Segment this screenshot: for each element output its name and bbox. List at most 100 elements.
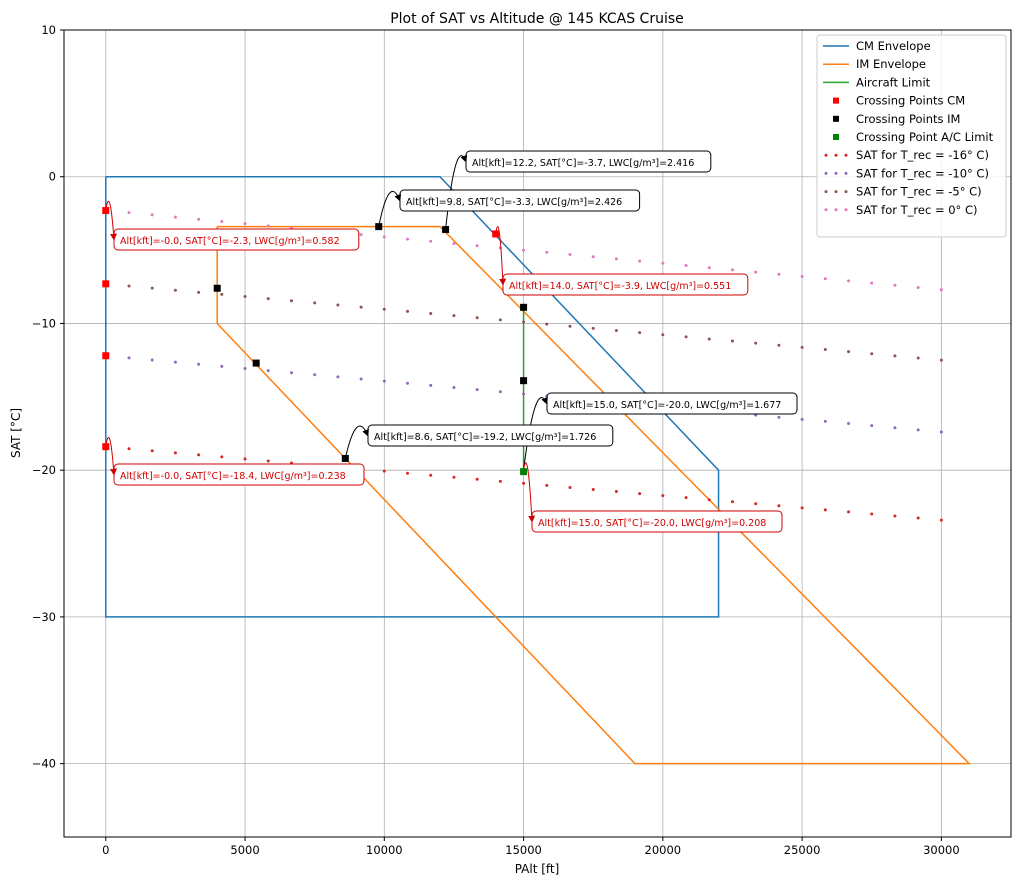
dotted-series-3-point <box>870 352 874 356</box>
dotted-series-4-point <box>475 244 479 248</box>
dotted-series-1-point <box>614 490 618 494</box>
dotted-series-3-point <box>429 312 433 316</box>
dotted-series-3-point <box>707 337 711 341</box>
dotted-series-3-point <box>777 343 781 347</box>
dotted-series-2-point <box>452 386 456 390</box>
dotted-series-1-point <box>475 477 479 481</box>
dotted-series-1-point <box>406 471 410 475</box>
annotation-1: Alt[kft]=12.2, SAT[°C]=-3.7, LWC[g/m³]=2… <box>445 150 712 230</box>
annotation-5: Alt[kft]=15.0, SAT[°C]=-20.0, LWC[g/m³]=… <box>523 392 798 471</box>
dotted-series-1-point <box>823 508 827 512</box>
crossing-point-2 <box>520 303 528 311</box>
legend-entry-label: SAT for T_rec = -10° C) <box>856 166 989 180</box>
crossing-point-1 <box>102 352 110 360</box>
x-tick-label: 20000 <box>645 843 682 857</box>
dotted-series-1-point <box>452 475 456 479</box>
dotted-series-1-point <box>498 479 502 483</box>
legend-entry-label: SAT for T_rec = -5° C) <box>856 185 982 199</box>
x-axis-label: PAlt [ft] <box>515 862 560 876</box>
dotted-series-4-point <box>777 272 781 276</box>
crossing-point-3 <box>520 468 528 476</box>
dotted-series-1-point <box>661 494 665 498</box>
dotted-series-3-point <box>266 297 270 301</box>
dotted-series-1-point <box>893 514 897 518</box>
legend-dot-swatch <box>824 190 828 194</box>
crossing-point-2 <box>341 454 349 462</box>
dotted-series-3-point <box>313 301 317 305</box>
dotted-series-2-point <box>847 422 851 426</box>
dotted-series-4-point <box>568 252 572 256</box>
legend-square-swatch <box>833 115 839 122</box>
y-tick-label: 10 <box>41 23 56 37</box>
y-tick-label: −40 <box>32 757 56 771</box>
dotted-series-2-point <box>916 428 920 432</box>
dotted-series-3-point <box>800 345 804 349</box>
x-tick-label: 5000 <box>230 843 259 857</box>
crossing-point-1 <box>102 280 110 288</box>
dotted-series-2-point <box>893 426 897 430</box>
dotted-series-1-point <box>382 469 386 473</box>
dotted-series-3-point <box>243 295 247 299</box>
dotted-series-4-point <box>638 259 642 263</box>
dotted-series-4-point <box>614 257 618 261</box>
legend-dot-swatch <box>824 208 828 212</box>
dotted-series-1-point <box>939 518 943 522</box>
annotation-8: Alt[kft]=15.0, SAT[°C]=-20.0, LWC[g/m³]=… <box>523 462 783 533</box>
legend-entry-label: SAT for T_rec = -16° C) <box>856 148 989 162</box>
dotted-series-3-point <box>847 350 851 354</box>
dotted-series-1-point <box>545 483 549 487</box>
dotted-series-3-point <box>754 341 758 345</box>
dotted-series-3-point <box>823 348 827 352</box>
dotted-series-2-point <box>498 390 502 394</box>
annotation-label: Alt[kft]=15.0, SAT[°C]=-20.0, LWC[g/m³]=… <box>553 400 781 411</box>
dotted-series-1-point <box>916 516 920 520</box>
crossing-point-2 <box>442 226 450 234</box>
dotted-series-3-point <box>545 322 549 326</box>
dotted-series-3-point <box>173 288 177 292</box>
dotted-series-3-point <box>661 333 665 337</box>
legend-dot-swatch <box>834 208 838 212</box>
dotted-series-2-point <box>173 360 177 364</box>
dotted-series-4-point <box>359 233 363 237</box>
dotted-series-3-point <box>638 331 642 335</box>
legend-dot-swatch <box>844 171 848 175</box>
y-axis-label: SAT [°C] <box>9 408 23 458</box>
dotted-series-1-point <box>684 496 688 500</box>
dotted-series-4-point <box>916 286 920 290</box>
dotted-series-2-point <box>243 366 247 370</box>
x-tick-label: 0 <box>102 843 109 857</box>
dotted-series-2-point <box>313 373 317 377</box>
dotted-series-2-point <box>800 417 804 421</box>
dotted-series-3-point <box>197 290 201 294</box>
annotation-7: Alt[kft]=-0.0, SAT[°C]=-18.4, LWC[g/m³]=… <box>105 436 365 486</box>
dotted-series-4-point <box>823 277 827 281</box>
legend-entry-label: Crossing Points IM <box>856 112 960 126</box>
crossing-point-2 <box>213 284 221 292</box>
dotted-series-4-point <box>800 275 804 279</box>
dotted-series-4-point <box>127 211 131 215</box>
annotation-label: Alt[kft]=9.8, SAT[°C]=-3.3, LWC[g/m³]=2.… <box>406 197 622 208</box>
dotted-series-1-point <box>638 492 642 496</box>
dotted-series-4-point <box>545 250 549 254</box>
y-tick-label: 0 <box>49 170 56 184</box>
dotted-series-4-point <box>266 224 270 228</box>
annotation-arrow <box>344 425 369 459</box>
annotation-arrow <box>105 436 118 476</box>
dotted-series-3-point <box>730 339 734 343</box>
dotted-series-2-point <box>939 430 943 434</box>
dotted-series-1-point <box>127 447 131 451</box>
annotation-4: Alt[kft]=14.0, SAT[°C]=-3.9, LWC[g/m³]=0… <box>495 226 749 296</box>
dotted-series-4-point <box>452 241 456 245</box>
legend-entry-label: IM Envelope <box>856 57 926 71</box>
dotted-series-4-point <box>173 215 177 219</box>
dotted-series-1-point <box>522 481 526 485</box>
dotted-series-2-point <box>382 379 386 383</box>
crossing-point-1 <box>492 230 500 238</box>
legend-dot-swatch <box>824 171 828 175</box>
dotted-series-2-point <box>127 356 131 360</box>
dotted-series-3-point <box>289 299 293 303</box>
dotted-series-3-point <box>336 303 340 307</box>
x-tick-label: 15000 <box>505 843 542 857</box>
legend-entry-label: Crossing Point A/C Limit <box>856 130 994 144</box>
